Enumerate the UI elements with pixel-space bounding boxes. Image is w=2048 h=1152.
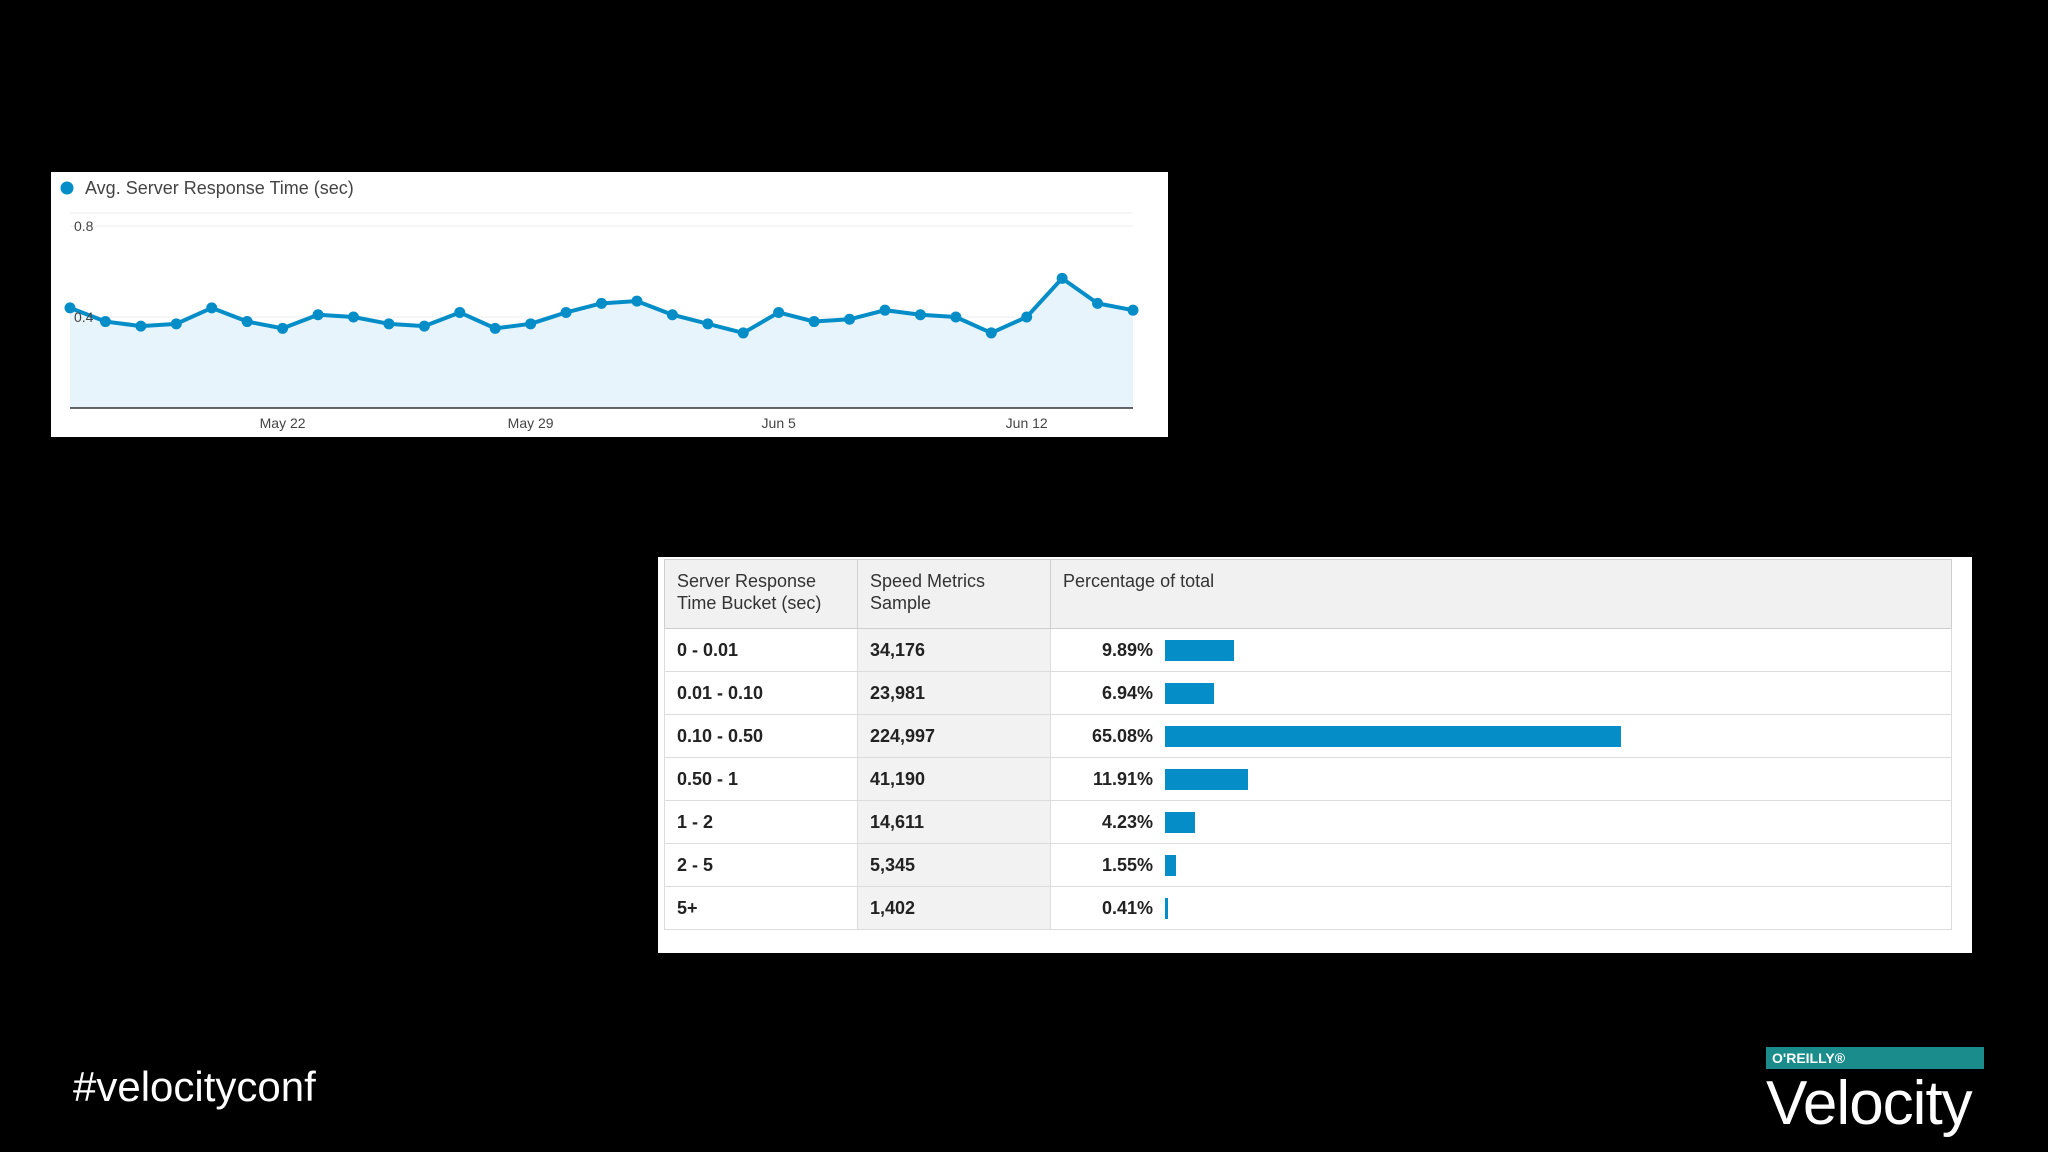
table-body: 0 - 0.01 34,176 9.89% 0.01 - 0.10 23,981 6.94…: [664, 628, 1952, 930]
data-point[interactable]: [666, 309, 678, 321]
response-time-line-chart: Avg. Server Response Time (sec) 0.8 0.4 May…: [51, 172, 1168, 437]
x-tick-label: Jun 5: [762, 415, 796, 431]
distribution-table: Server Response Time Bucket (sec) Speed …: [664, 559, 1952, 930]
legend-marker: [60, 181, 74, 195]
x-tick-label: May 29: [508, 415, 554, 431]
sample-cell: 41,190: [857, 757, 1051, 801]
data-point[interactable]: [631, 295, 643, 307]
bucket-cell: 5+: [664, 886, 858, 930]
percentage-value: 4.23%: [1101, 811, 1153, 832]
table-row[interactable]: 1 - 2 14,611 4.23%: [664, 800, 1952, 844]
data-point[interactable]: [1127, 304, 1139, 316]
percentage-value: 9.89%: [1101, 639, 1153, 660]
table-row[interactable]: 0 - 0.01 34,176 9.89%: [664, 628, 1952, 672]
brand-velocity-wordmark: Velocity: [1766, 1069, 1973, 1138]
percentage-value: 0.41%: [1101, 897, 1153, 918]
sample-cell: 34,176: [857, 628, 1051, 672]
sample-cell: 14,611: [857, 800, 1051, 844]
data-point[interactable]: [950, 311, 962, 323]
data-point[interactable]: [99, 316, 111, 328]
sample-cell: 5,345: [857, 843, 1051, 887]
percentage-bar: [1165, 854, 1176, 876]
data-point[interactable]: [1021, 311, 1033, 323]
data-point[interactable]: [418, 320, 430, 332]
table-row[interactable]: 5+ 1,402 0.41%: [664, 886, 1952, 930]
data-point[interactable]: [914, 309, 926, 321]
table-header-row: Server Response Time Bucket (sec) Speed …: [664, 559, 1952, 629]
percentage-cell: 4.23%: [1050, 800, 1952, 844]
response-time-distribution-panel: Server Response Time Bucket (sec) Speed …: [658, 557, 1972, 953]
data-point[interactable]: [170, 318, 182, 330]
percentage-cell: 9.89%: [1050, 628, 1952, 672]
x-tick-label: Jun 12: [1006, 415, 1048, 431]
table-row[interactable]: 0.01 - 0.10 23,981 6.94%: [664, 671, 1952, 715]
percentage-value: 11.91%: [1092, 768, 1153, 789]
data-point[interactable]: [702, 318, 714, 330]
data-point[interactable]: [64, 302, 76, 314]
header-percentage[interactable]: Percentage of total: [1050, 559, 1952, 629]
data-point[interactable]: [135, 320, 147, 332]
data-point[interactable]: [454, 306, 466, 318]
data-point[interactable]: [879, 304, 891, 316]
data-point[interactable]: [347, 311, 359, 323]
table-row[interactable]: 0.50 - 1 41,190 11.91%: [664, 757, 1952, 801]
percentage-cell: 11.91%: [1050, 757, 1952, 801]
data-point[interactable]: [808, 316, 820, 328]
header-sample[interactable]: Speed Metrics Sample: [857, 559, 1051, 629]
bucket-cell: 0 - 0.01: [664, 628, 858, 672]
data-point[interactable]: [773, 306, 785, 318]
data-point[interactable]: [1056, 272, 1068, 284]
data-point[interactable]: [737, 327, 749, 339]
bucket-cell: 0.01 - 0.10: [664, 671, 858, 715]
percentage-bar: [1165, 897, 1168, 919]
percentage-cell: 1.55%: [1050, 843, 1952, 887]
oreilly-velocity-logo: O'REILLY® Velocity: [1766, 1047, 1984, 1137]
data-point[interactable]: [844, 313, 856, 325]
data-point[interactable]: [383, 318, 395, 330]
data-point[interactable]: [312, 309, 324, 321]
series-area: [70, 278, 1133, 408]
data-point[interactable]: [985, 327, 997, 339]
percentage-cell: 6.94%: [1050, 671, 1952, 715]
data-point[interactable]: [596, 297, 607, 309]
bucket-cell: 0.10 - 0.50: [664, 714, 858, 758]
data-point[interactable]: [560, 306, 572, 318]
data-point[interactable]: [489, 322, 501, 334]
line-chart-svg: Avg. Server Response Time (sec) 0.8 0.4 May…: [60, 178, 1139, 431]
percentage-bar: [1165, 725, 1621, 747]
sample-cell: 224,997: [857, 714, 1051, 758]
percentage-cell: 0.41%: [1050, 886, 1952, 930]
data-point[interactable]: [241, 316, 253, 328]
percentage-bar: [1165, 639, 1235, 661]
percentage-cell: 65.08%: [1050, 714, 1952, 758]
percentage-bar: [1165, 768, 1249, 790]
data-point[interactable]: [1092, 297, 1104, 309]
bucket-cell: 0.50 - 1: [664, 757, 858, 801]
sample-cell: 1,402: [857, 886, 1051, 930]
percentage-value: 1.55%: [1101, 854, 1153, 875]
table-row[interactable]: 0.10 - 0.50 224,997 65.08%: [664, 714, 1952, 758]
y-tick-label: 0.8: [74, 218, 94, 234]
header-bucket[interactable]: Server Response Time Bucket (sec): [664, 559, 858, 629]
percentage-value: 65.08%: [1091, 725, 1153, 746]
percentage-bar: [1165, 682, 1214, 704]
hashtag-label: #velocityconf: [73, 1063, 316, 1110]
data-point[interactable]: [277, 322, 289, 334]
x-tick-label: May 22: [260, 415, 306, 431]
sample-cell: 23,981: [857, 671, 1051, 715]
bucket-cell: 2 - 5: [664, 843, 858, 887]
y-tick-label: 0.4: [74, 309, 94, 325]
bucket-cell: 1 - 2: [664, 800, 858, 844]
legend-label: Avg. Server Response Time (sec): [85, 178, 354, 198]
percentage-bar: [1165, 811, 1195, 833]
data-point[interactable]: [525, 318, 537, 330]
table-row[interactable]: 2 - 5 5,345 1.55%: [664, 843, 1952, 887]
percentage-value: 6.94%: [1101, 682, 1153, 703]
data-point[interactable]: [206, 302, 218, 314]
brand-oreilly-band: O'REILLY®: [1766, 1047, 1984, 1069]
